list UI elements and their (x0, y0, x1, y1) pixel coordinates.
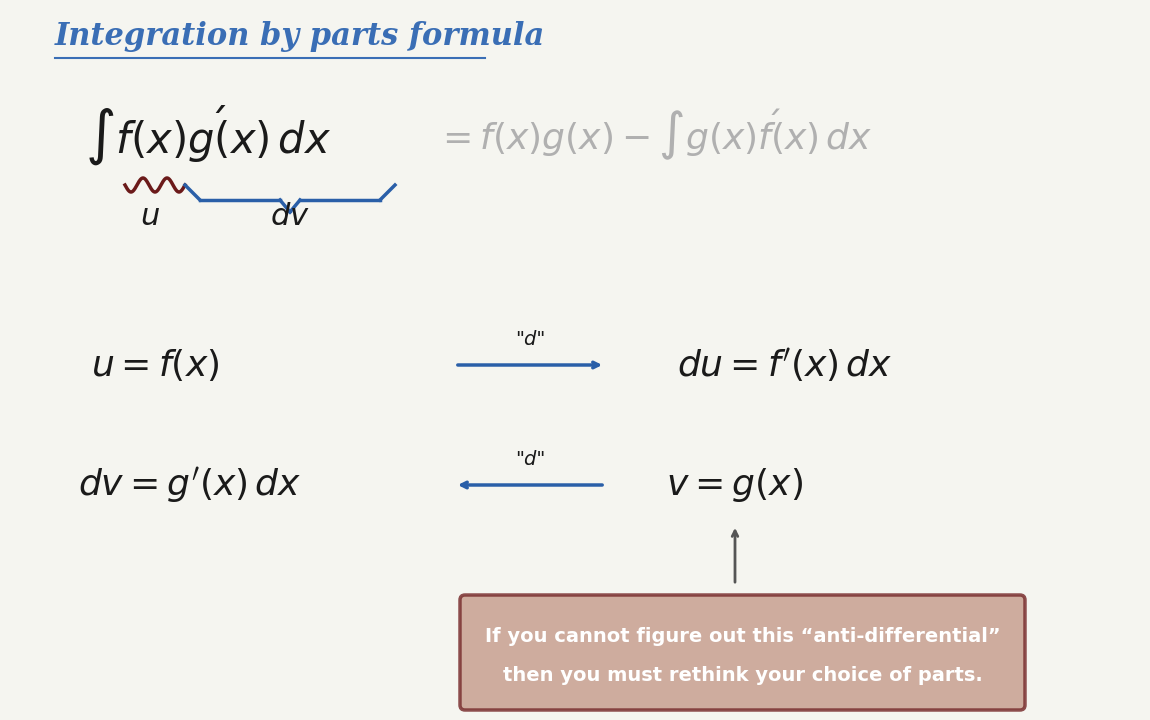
Text: $dv = g'(x)\,dx$: $dv = g'(x)\,dx$ (78, 465, 301, 505)
Text: $dv$: $dv$ (270, 201, 309, 232)
Text: $du = f'(x)\,dx$: $du = f'(x)\,dx$ (677, 346, 892, 384)
Text: $= f(x)g(x) - \int g(x)f\'(x)\,dx$: $= f(x)g(x) - \int g(x)f\'(x)\,dx$ (435, 108, 873, 162)
Text: Integration by parts formula: Integration by parts formula (55, 21, 545, 52)
FancyBboxPatch shape (460, 595, 1025, 710)
Text: $u = f(x)$: $u = f(x)$ (91, 347, 220, 383)
Text: $v = g(x)$: $v = g(x)$ (667, 466, 804, 504)
Text: If you cannot figure out this “anti-differential”: If you cannot figure out this “anti-diff… (484, 627, 1000, 647)
Text: then you must rethink your choice of parts.: then you must rethink your choice of par… (503, 666, 982, 685)
Text: $\int f(x)g\'(x)\,dx$: $\int f(x)g\'(x)\,dx$ (85, 103, 331, 167)
Text: "d": "d" (515, 450, 545, 469)
Text: "d": "d" (515, 330, 545, 349)
Text: $u$: $u$ (140, 201, 160, 232)
